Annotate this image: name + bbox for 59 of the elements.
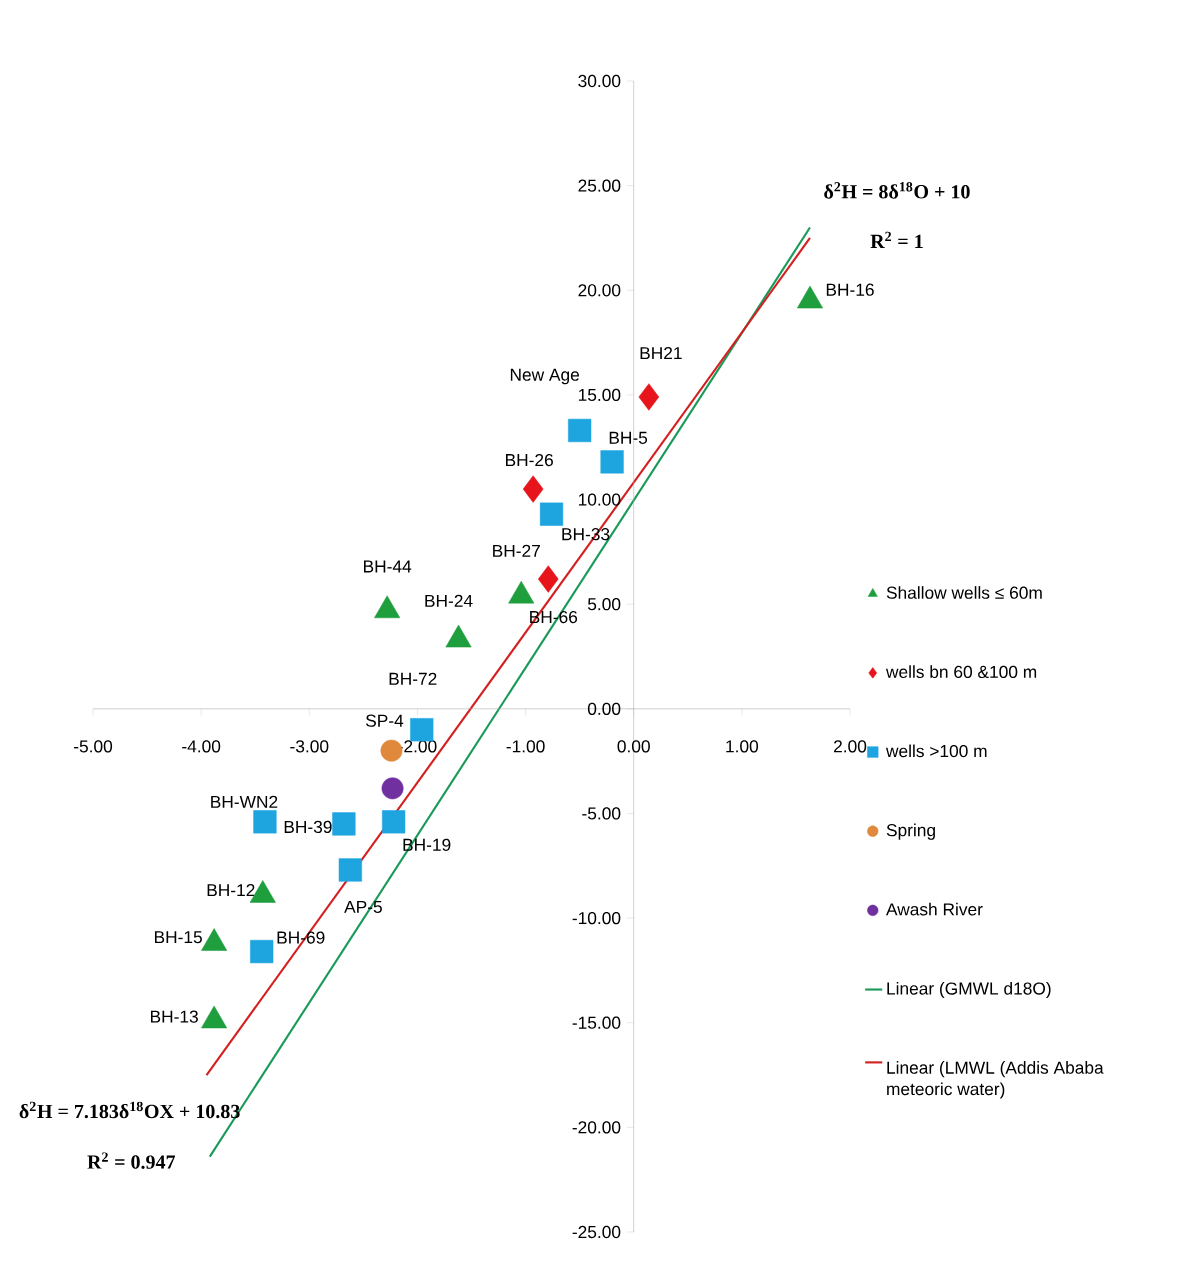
y-tick-label: -25.00 xyxy=(572,1225,621,1239)
legend-label: wells bn 60 &100 m xyxy=(885,665,1037,679)
y-tick-label: -5.00 xyxy=(582,807,621,820)
annotation: R$^{2}$ = 0.947 xyxy=(87,1152,176,1169)
annotation: BH-16 xyxy=(826,283,874,296)
annotation: BH-72 xyxy=(389,672,437,685)
point xyxy=(522,475,544,503)
annotation: BH-27 xyxy=(493,544,540,557)
x-tick-label: 0.00 xyxy=(617,740,650,753)
annotation: BH-5 xyxy=(609,431,648,444)
legend-label: Awash River xyxy=(886,902,983,916)
point xyxy=(410,718,434,742)
legend-label: Shallow wells ≤ 60m xyxy=(886,586,1042,599)
point xyxy=(253,810,277,834)
annotation: BH21 xyxy=(640,346,682,360)
y-tick-label: 0.00 xyxy=(587,702,621,715)
annotation: BH-12 xyxy=(207,884,255,897)
annotation: BH-24 xyxy=(425,594,473,607)
point xyxy=(338,858,362,882)
x-tick-label: -1.00 xyxy=(506,740,545,753)
annotation: BH-15 xyxy=(154,931,202,944)
annotation: BH-26 xyxy=(506,453,553,467)
annotation: δ$^{2}$H = 7.183δ$^{18}$OX + 10.83 xyxy=(19,1101,240,1119)
x-tick-label: -5.00 xyxy=(74,740,113,753)
point xyxy=(381,777,404,800)
y-tick-label: 30.00 xyxy=(578,74,621,88)
y-tick-label: 5.00 xyxy=(587,598,621,611)
point xyxy=(538,565,559,593)
legend-label: Linear (LMWL (Addis Ababa meteoric water) xyxy=(887,1061,1104,1099)
y-tick-label: 20.00 xyxy=(578,284,621,297)
annotation: New Age xyxy=(510,368,580,385)
x-tick-label: 1.00 xyxy=(726,740,759,753)
annotation: BH-44 xyxy=(364,560,412,573)
annotation: δ$^{2}$H = 8δ$^{18}$O + 10 xyxy=(824,182,970,199)
point xyxy=(382,810,406,834)
y-tick-label: 25.00 xyxy=(578,179,621,192)
annotation: BH-13 xyxy=(150,1010,198,1023)
point xyxy=(332,812,356,836)
point xyxy=(539,502,564,526)
x-tick-label: 2.00 xyxy=(834,740,867,753)
y-tick-label: -15.00 xyxy=(572,1016,621,1029)
y-tick-label: -20.00 xyxy=(572,1121,621,1134)
text: R$^{2}$ = 1 xyxy=(870,231,923,248)
legend-label: Linear (GMWL d18O) xyxy=(887,981,1051,999)
annotation: BH-WN2 xyxy=(211,795,278,808)
annotation: BH-39 xyxy=(284,820,332,834)
y-tick-label: 10.00 xyxy=(578,493,621,506)
y-tick-label: 15.00 xyxy=(578,388,621,402)
legend-label: wells >100 m xyxy=(885,744,987,758)
point xyxy=(600,450,624,474)
x-tick-label: -4.00 xyxy=(182,740,221,753)
point xyxy=(380,739,403,762)
annotation: SP-4 xyxy=(366,714,404,727)
point xyxy=(568,418,592,443)
point xyxy=(638,383,660,411)
y-tick-label: -10.00 xyxy=(572,911,621,925)
legend-label: Spring xyxy=(886,823,935,840)
point xyxy=(250,939,274,964)
x-tick-label: -3.00 xyxy=(290,740,329,753)
